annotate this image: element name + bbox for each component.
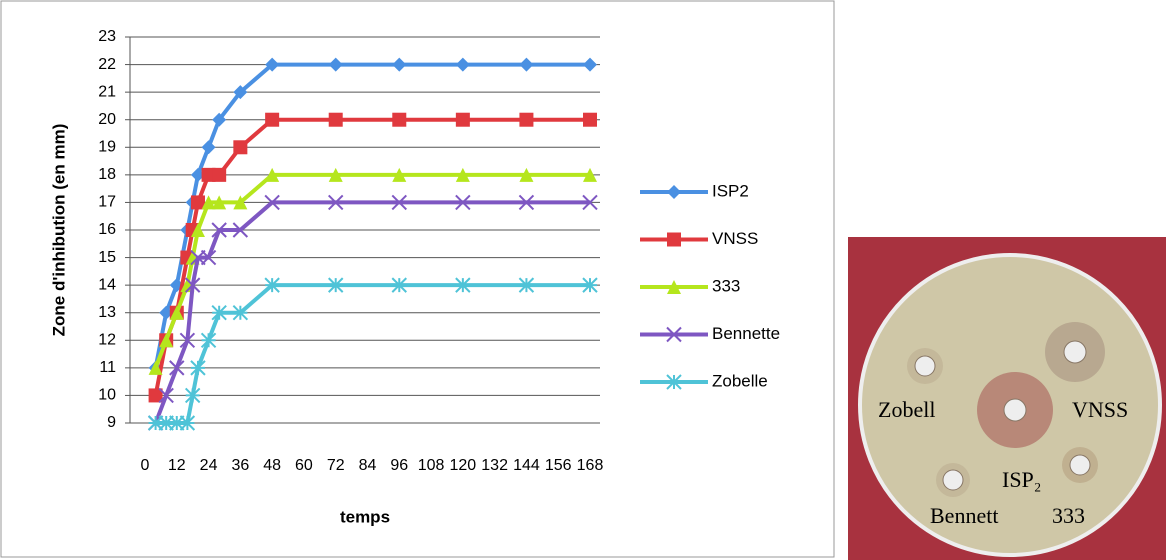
legend-label: ISP2 (712, 181, 749, 200)
x-tick-label: 96 (390, 457, 408, 474)
marker (233, 306, 247, 320)
marker (519, 113, 533, 127)
y-tick-label: 21 (98, 83, 116, 100)
marker (456, 278, 470, 292)
x-tick-label: 144 (513, 457, 540, 474)
well (943, 470, 963, 490)
marker (519, 278, 533, 292)
y-tick-label: 19 (98, 139, 116, 156)
photo: Zobell VNSS ISP₂ Bennett 333 (848, 237, 1166, 560)
y-tick-label: 14 (98, 276, 116, 293)
marker (202, 333, 216, 347)
y-tick-label: 22 (98, 56, 116, 73)
y-tick-label: 9 (107, 414, 116, 431)
y-tick-label: 10 (98, 387, 116, 404)
marker (191, 361, 205, 375)
legend-label: Zobelle (712, 371, 768, 390)
photo-label: ISP₂ (1002, 467, 1041, 492)
marker (186, 388, 200, 402)
marker (392, 278, 406, 292)
x-tick-label: 108 (418, 457, 445, 474)
x-tick-label: 168 (577, 457, 604, 474)
marker (667, 375, 681, 389)
photo-label: VNSS (1072, 397, 1128, 422)
x-tick-label: 0 (141, 457, 150, 474)
x-tick-label: 24 (200, 457, 218, 474)
x-axis-title: temps (340, 507, 390, 526)
x-tick-label: 48 (263, 457, 281, 474)
marker (583, 113, 597, 127)
y-tick-label: 23 (98, 28, 116, 45)
y-tick-label: 18 (98, 166, 116, 183)
marker (329, 113, 343, 127)
y-tick-label: 16 (98, 221, 116, 238)
marker (233, 140, 247, 154)
x-tick-label: 156 (545, 457, 572, 474)
photo-label: 333 (1052, 503, 1085, 528)
marker (583, 278, 597, 292)
y-tick-label: 15 (98, 249, 116, 266)
y-tick-label: 13 (98, 304, 116, 321)
x-tick-label: 72 (327, 457, 345, 474)
marker (265, 278, 279, 292)
page: {"chart_data": {"type": "line", "x_label… (0, 0, 1166, 560)
marker (456, 113, 470, 127)
well (1064, 341, 1086, 363)
legend-label: VNSS (712, 229, 758, 248)
legend-label: 333 (712, 276, 740, 295)
x-tick-label: 12 (168, 457, 186, 474)
y-tick-label: 11 (99, 359, 116, 376)
x-tick-label: 132 (481, 457, 508, 474)
y-axis-title: Zone d'inhibution (en mm) (49, 124, 68, 337)
marker (265, 113, 279, 127)
well (1004, 399, 1026, 421)
x-tick-label: 36 (231, 457, 249, 474)
marker (329, 278, 343, 292)
y-tick-label: 20 (98, 111, 116, 128)
y-tick-label: 17 (98, 194, 116, 211)
marker (180, 416, 194, 430)
y-tick-label: 12 (98, 332, 116, 349)
x-tick-label: 84 (359, 457, 377, 474)
well (915, 356, 935, 376)
x-tick-label: 60 (295, 457, 313, 474)
photo-label: Zobell (878, 397, 935, 422)
marker (212, 306, 226, 320)
marker (392, 113, 406, 127)
photo-label: Bennett (930, 503, 998, 528)
figure: Zone d'inhibution (en mm) temps Zobell V… (0, 0, 1166, 560)
x-tick-label: 120 (450, 457, 477, 474)
marker (667, 233, 681, 247)
marker (212, 168, 226, 182)
legend-label: Bennette (712, 324, 780, 343)
well (1070, 455, 1090, 475)
